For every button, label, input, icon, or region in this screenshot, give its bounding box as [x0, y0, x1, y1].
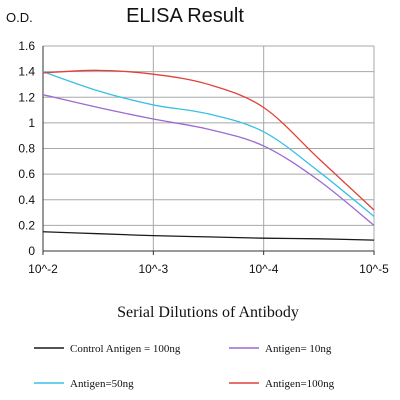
y-tick-label: 0.4	[18, 193, 35, 207]
y-tick-label: 1.6	[18, 39, 35, 53]
legend-label: Antigen= 10ng	[265, 343, 332, 355]
series-line-0	[42, 231, 375, 241]
y-tick-label: 1.2	[18, 90, 35, 104]
x-tick-label: 10^-5	[359, 262, 389, 276]
x-axis-label: Serial Dilutions of Antibody	[117, 304, 299, 321]
y-axis-label: O.D.	[6, 10, 33, 25]
y-tick-label: 0.2	[18, 218, 35, 232]
legend: Control Antigen = 100ng Antigen= 10ng Anti…	[34, 343, 335, 390]
y-tick-label: 0.8	[18, 142, 35, 156]
axes: 0 0.2 0.4 0.6 0.8 1 1.2 1.4 1.6 10^-2 10^-3 10^-4 10…	[18, 39, 389, 276]
y-tick-label: 1	[28, 116, 35, 130]
legend-label: Antigen=100ng	[265, 378, 335, 390]
series-line-1	[42, 94, 375, 226]
legend-label: Antigen=50ng	[70, 378, 134, 390]
y-tick-label: 0.6	[18, 167, 35, 181]
series-lines	[42, 69, 375, 241]
x-tick-label: 10^-3	[139, 262, 169, 276]
x-tick-label: 10^-2	[28, 262, 58, 276]
series-line-3	[42, 69, 375, 211]
y-tick-label: 0	[28, 244, 35, 258]
chart-title: ELISA Result	[126, 5, 244, 27]
x-tick-label: 10^-4	[249, 262, 279, 276]
series-line-2	[42, 71, 375, 217]
legend-label: Control Antigen = 100ng	[70, 343, 181, 355]
y-tick-label: 1.4	[18, 65, 35, 79]
